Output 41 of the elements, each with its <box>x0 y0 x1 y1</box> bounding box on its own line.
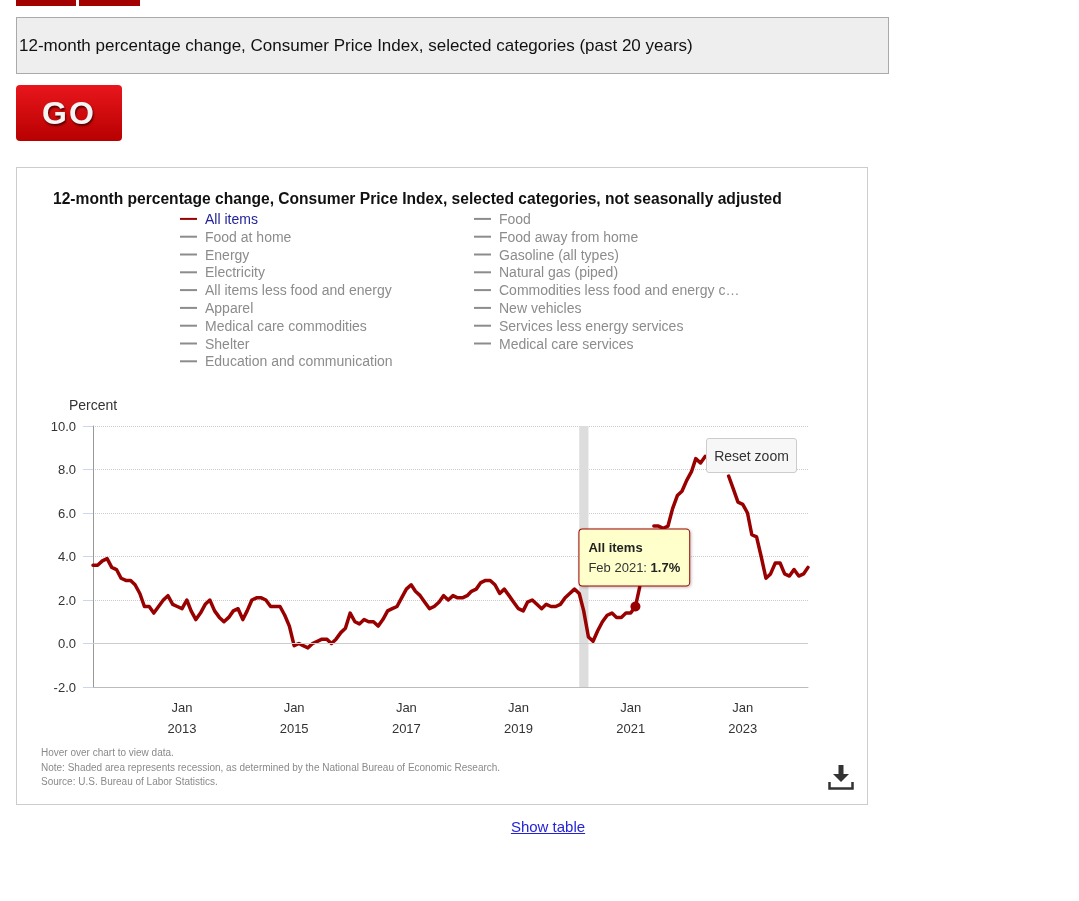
legend-label: Education and communication <box>205 353 393 370</box>
link: Show table <box>510 818 586 835</box>
legend-label: Electricity <box>205 264 265 281</box>
y-tick-label: 2.0 <box>57 592 76 608</box>
legend-label: Natural gas (piped) <box>499 264 619 281</box>
y-tick-label: -2.0 <box>53 679 76 695</box>
y-tick-label: 8.0 <box>57 462 76 477</box>
x-tick-label: Jan 2019 <box>503 700 533 736</box>
y-tick-label: 6.0 <box>57 505 76 521</box>
annotation: Reset zoom <box>714 447 789 464</box>
annotation: All items Feb 2021: 1.7% <box>588 540 681 576</box>
legend-label: Shelter <box>205 335 250 352</box>
legend-label: Apparel <box>205 299 254 316</box>
legend-label: Services less energy services <box>499 317 684 334</box>
text: Note: Shaded area represents recession, as determined by the National Bureau of Economic Research. <box>41 760 502 775</box>
button: Reset zoom <box>706 438 797 473</box>
source-note: Source: U.S. Bureau of Labor Statistics. <box>41 775 219 789</box>
legend-label: Gasoline (all types) <box>499 246 619 263</box>
legend-label: Food away from home <box>499 228 639 245</box>
dropdown: 12-month percentage change, Consumer Price Index, selected categories (past 20 years) <box>16 17 889 74</box>
x-tick-label: Jan 2021 <box>616 700 646 736</box>
y-tick-label: 10.0 <box>50 418 76 434</box>
text: Hover over chart to view data. <box>41 746 175 760</box>
legend-label: Food <box>499 210 531 227</box>
legend-label: Energy <box>205 246 250 263</box>
y-axis-title: Percent <box>68 397 118 413</box>
legend-label: All items <box>205 210 258 227</box>
x-tick-label: Jan 2013 <box>167 700 197 736</box>
x-tick-label: Jan 2015 <box>279 700 309 736</box>
x-tick-label: Jan 2017 <box>391 700 421 736</box>
x-tick-label: Jan 2023 <box>728 700 758 736</box>
legend-label: New vehicles <box>499 299 582 316</box>
legend-label: Medical care services <box>499 335 634 352</box>
legend-label: Commodities less food and energy c… <box>499 282 740 299</box>
legend-label: Medical care commodities <box>205 317 367 334</box>
legend-label: Food at home <box>205 228 292 245</box>
y-tick-label: 0.0 <box>57 636 76 651</box>
chart-title: 12-month percentage change, Consumer Price Index, selected categories, not seasonally adjusted <box>53 189 782 207</box>
y-tick-label: 4.0 <box>57 549 76 564</box>
button: GO <box>16 85 122 141</box>
legend-label: All items less food and energy <box>205 282 392 299</box>
